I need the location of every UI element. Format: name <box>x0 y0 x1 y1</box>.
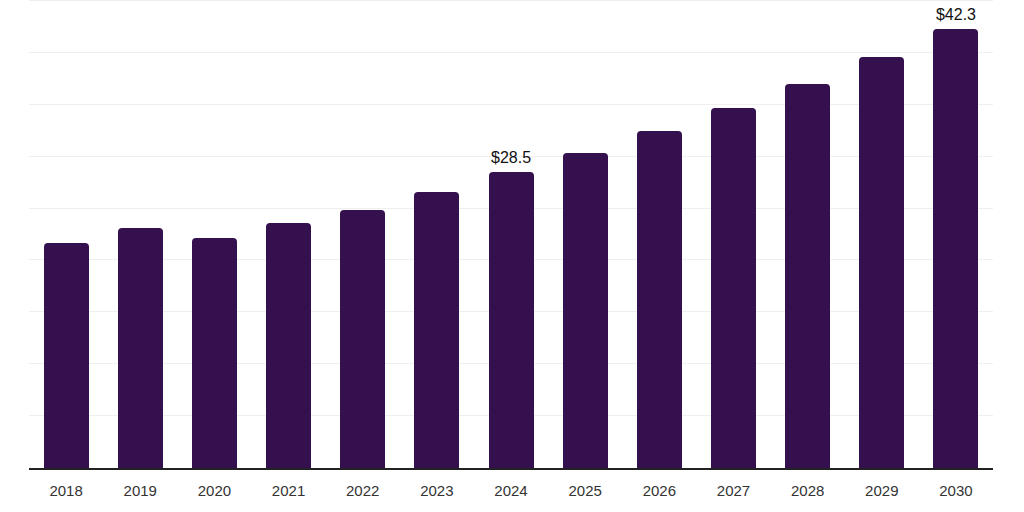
bar-2018 <box>44 243 89 468</box>
x-tick-label-2024: 2024 <box>474 472 548 512</box>
bar-band-2030: $42.3 <box>919 1 993 468</box>
bar-2024 <box>489 172 534 468</box>
bar-2030 <box>933 29 978 468</box>
bar-band-2026 <box>622 1 696 468</box>
bar-2025 <box>563 153 608 468</box>
x-tick-label-2019: 2019 <box>103 472 177 512</box>
bar-band-2029 <box>845 1 919 468</box>
value-label-2030: $42.3 <box>936 7 976 23</box>
x-axis-labels: 2018201920202021202220232024202520262027… <box>29 472 993 512</box>
bars: $28.5 $42.3 <box>29 1 993 468</box>
bar-2029 <box>859 57 904 468</box>
value-label-2024: $28.5 <box>491 150 531 166</box>
bar-band-2019 <box>103 1 177 468</box>
bar-2027 <box>711 108 756 468</box>
bar-chart: $28.5$42.3 20182019202020212022202320242… <box>0 0 1024 512</box>
bar-2020 <box>192 238 237 468</box>
x-tick-label-2026: 2026 <box>622 472 696 512</box>
bar-band-2023 <box>400 1 474 468</box>
bar-band-2028 <box>771 1 845 468</box>
x-tick-label-2028: 2028 <box>771 472 845 512</box>
bar-band-2024: $28.5 <box>474 1 548 468</box>
x-tick-label-2021: 2021 <box>251 472 325 512</box>
bar-2023 <box>414 192 459 468</box>
bar-band-2021 <box>251 1 325 468</box>
plot-area: $28.5 $42.3 <box>29 1 993 470</box>
bar-2021 <box>266 223 311 468</box>
bar-band-2022 <box>326 1 400 468</box>
x-tick-label-2022: 2022 <box>326 472 400 512</box>
x-tick-label-2029: 2029 <box>845 472 919 512</box>
bar-2019 <box>118 228 163 468</box>
x-tick-label-2020: 2020 <box>177 472 251 512</box>
bar-2026 <box>637 131 682 468</box>
bar-2022 <box>340 210 385 468</box>
x-tick-label-2018: 2018 <box>29 472 103 512</box>
bar-2028 <box>785 84 830 468</box>
x-tick-label-2027: 2027 <box>696 472 770 512</box>
bar-band-2018 <box>29 1 103 468</box>
bar-band-2020 <box>177 1 251 468</box>
bar-band-2025 <box>548 1 622 468</box>
x-tick-label-2030: 2030 <box>919 472 993 512</box>
bar-band-2027 <box>696 1 770 468</box>
x-tick-label-2025: 2025 <box>548 472 622 512</box>
x-tick-label-2023: 2023 <box>400 472 474 512</box>
